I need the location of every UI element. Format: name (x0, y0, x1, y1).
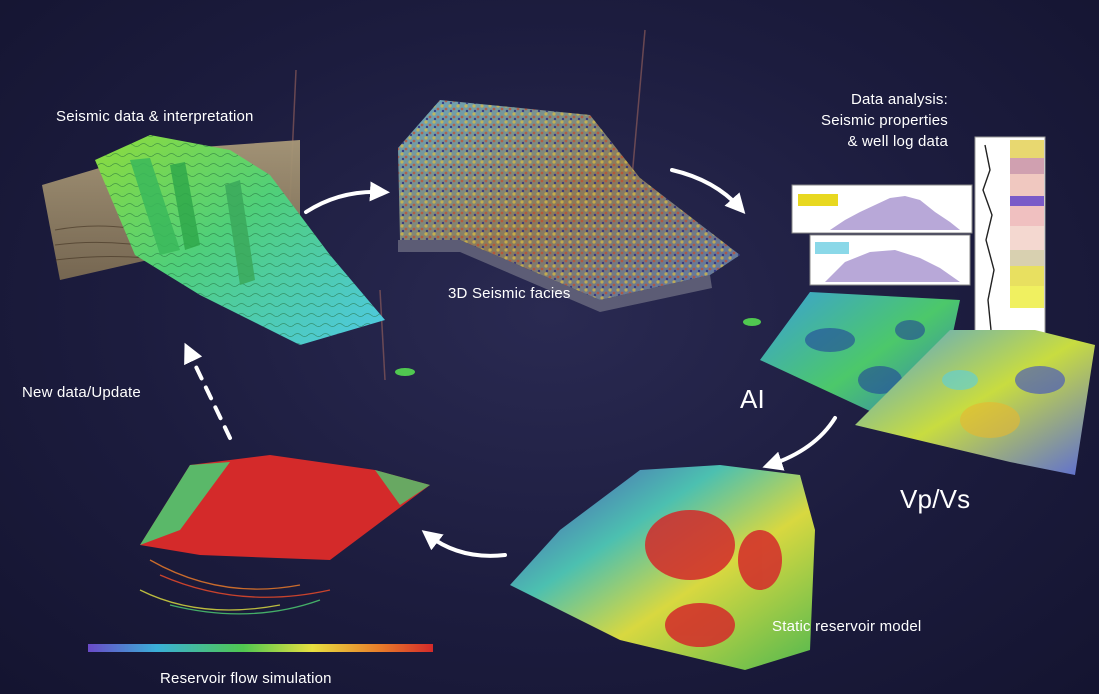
well-log-columns (1010, 140, 1044, 308)
label-vpvs: Vp/Vs (900, 484, 971, 514)
data-analysis-panel (791, 136, 1046, 338)
label-seismic-facies: 3D Seismic facies (448, 285, 571, 302)
static-reservoir-model (510, 465, 815, 670)
seismic-interpretation-model (42, 135, 385, 345)
label-data-analysis: Data analysis: Seismic properties & well… (800, 89, 948, 152)
label-new-data: New data/Update (22, 384, 141, 401)
label-ai: AI (740, 384, 765, 414)
label-data-analysis-line2: Seismic properties (821, 112, 948, 129)
vpvs-map (855, 330, 1095, 475)
label-seismic-data: Seismic data & interpretation (56, 108, 254, 125)
label-static-model: Static reservoir model (772, 618, 922, 635)
label-flow-simulation: Reservoir flow simulation (160, 670, 332, 687)
label-data-analysis-line1: Data analysis: (850, 91, 948, 108)
label-data-analysis-line3: & well log data (847, 133, 948, 150)
surface-fragments (395, 318, 761, 376)
curved-arrow-icon (184, 168, 837, 558)
seismic-facies-model (398, 100, 740, 312)
color-scale-bar (88, 644, 433, 652)
reservoir-flow-model (88, 455, 433, 652)
